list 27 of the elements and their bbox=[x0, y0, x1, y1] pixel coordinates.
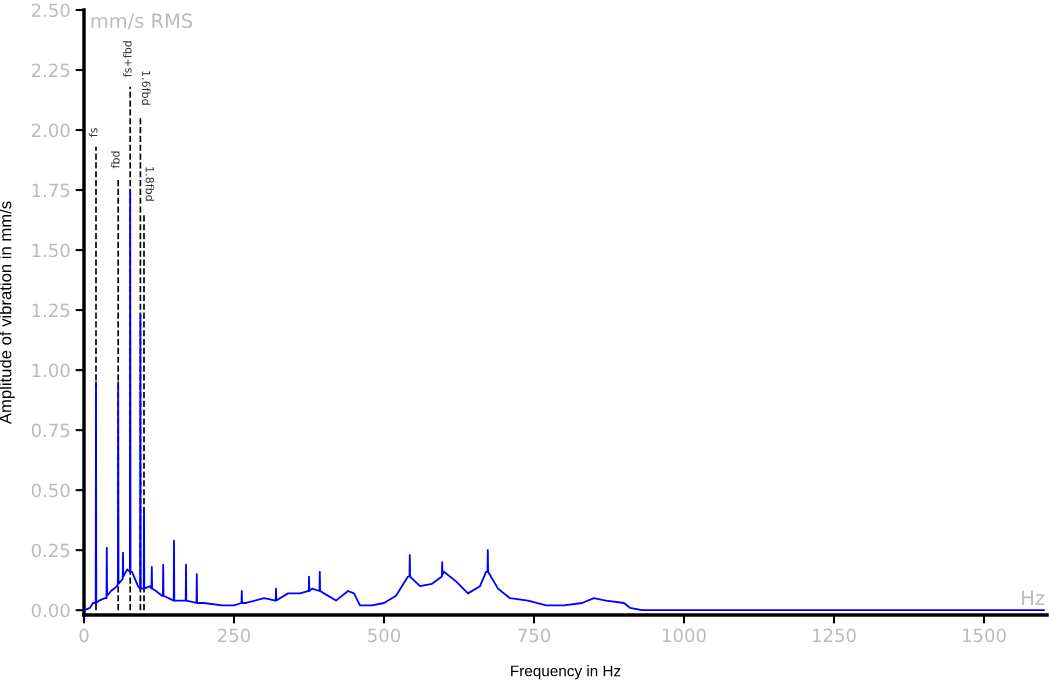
y-tick-label: 1.00 bbox=[32, 363, 70, 378]
y-tick-label: 0.25 bbox=[31, 543, 70, 558]
y-tick-label: 1.75 bbox=[32, 183, 70, 198]
y-tick-label: 1.25 bbox=[32, 303, 70, 318]
y-axis-title: Amplitude of vibration in mm/s bbox=[0, 201, 15, 425]
x-axis-title: Frequency in Hz bbox=[511, 665, 621, 680]
annotation: Hz bbox=[1022, 590, 1045, 605]
annotation: mm/s RMS bbox=[91, 13, 193, 30]
y-tick-label: 0.50 bbox=[31, 483, 70, 498]
y-tick-label: 0.75 bbox=[31, 423, 70, 438]
x-tick-label: 500 bbox=[368, 628, 401, 643]
x-tick-label: 1500 bbox=[963, 628, 1006, 643]
y-tick-label: 2.25 bbox=[31, 63, 70, 78]
ref-line-label: 1.8fbd bbox=[145, 167, 155, 201]
ref-line-label: fbd bbox=[111, 151, 120, 169]
x-tick-label: 1000 bbox=[663, 628, 706, 643]
y-tick-label: 0.00 bbox=[31, 603, 70, 618]
x-tick-label: 750 bbox=[518, 628, 551, 643]
ref-line-label: 1.6fbd bbox=[141, 71, 151, 105]
y-tick-label: 2.50 bbox=[31, 3, 70, 18]
ref-line-label: fs bbox=[88, 128, 98, 137]
x-tick-label: 0 bbox=[79, 628, 89, 643]
x-tick-label: 1250 bbox=[813, 628, 856, 643]
x-tick-label: 250 bbox=[218, 628, 251, 643]
y-tick-label: 2.00 bbox=[31, 123, 70, 138]
y-tick-label: 1.50 bbox=[32, 243, 70, 258]
ref-line-label: fs+fbd bbox=[123, 41, 132, 77]
